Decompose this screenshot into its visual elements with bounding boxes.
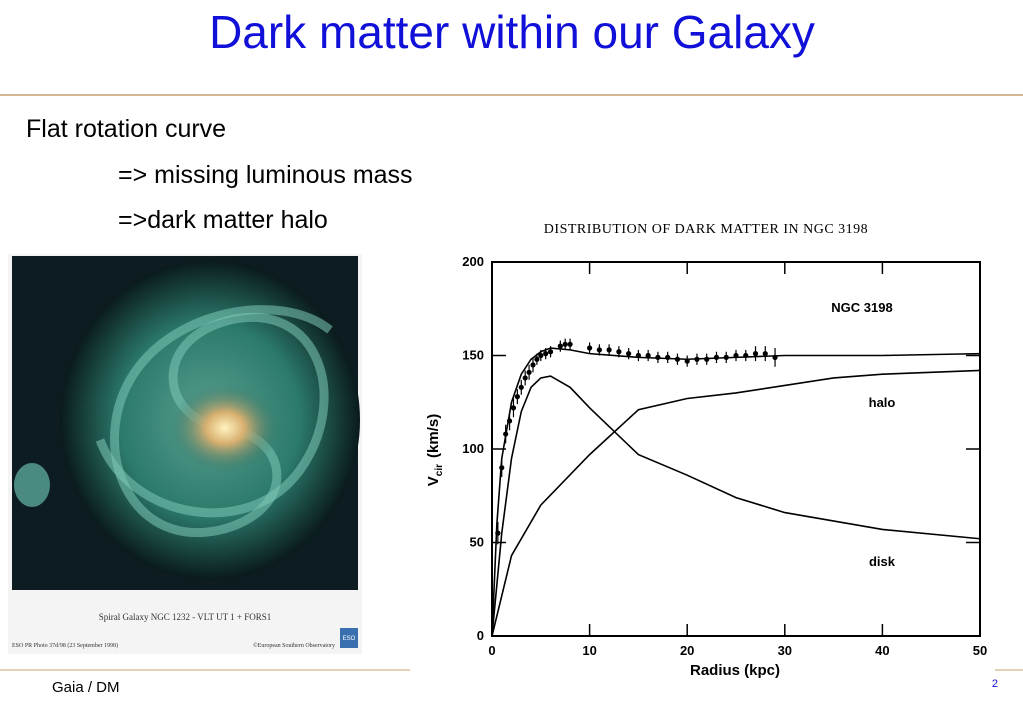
spiral-arms <box>95 305 333 537</box>
y-axis-label: Vcir (km/s) <box>425 414 445 486</box>
plot-frame <box>491 261 981 637</box>
page-number: 2 <box>992 678 998 690</box>
footer-text: Gaia / DM <box>52 679 120 696</box>
data-point <box>543 351 549 357</box>
data-point <box>495 530 501 536</box>
data-point <box>547 349 554 355</box>
y-label-group: Vcir (km/s) <box>425 414 445 486</box>
data-point <box>674 356 681 362</box>
data-point <box>518 384 524 390</box>
data-point <box>616 349 622 355</box>
data-point <box>752 351 759 357</box>
bullet: => missing luminous mass <box>118 161 413 189</box>
annotation: NGC 3198 <box>831 300 892 315</box>
data-point <box>723 354 729 360</box>
y-tick-label: 0 <box>477 628 484 643</box>
rotation-chart: DISTRIBUTION OF DARK MATTER IN NGC 3198 … <box>425 222 987 679</box>
eso-logo <box>340 628 358 648</box>
data-point <box>772 354 778 360</box>
data-point <box>635 352 642 359</box>
data-point <box>587 345 593 351</box>
data-point <box>665 354 671 360</box>
data-point <box>510 405 517 411</box>
annotation: halo <box>869 395 896 410</box>
galaxy-image: Spiral Galaxy NGC 1232 - VLT UT 1 + FORS… <box>8 254 362 654</box>
data-point <box>684 358 690 364</box>
x-axis-label: Radius (kpc) <box>690 662 780 679</box>
eso-logo-text: ESO <box>343 636 356 642</box>
data-point <box>762 351 768 357</box>
data-point <box>506 418 513 424</box>
data-point <box>526 369 532 375</box>
data-point <box>538 352 544 359</box>
y-tick-label: 100 <box>462 441 484 456</box>
data-point <box>694 356 700 362</box>
data-point <box>606 347 612 353</box>
curve <box>491 347 981 637</box>
bullet: =>dark matter halo <box>118 206 328 234</box>
data-point <box>562 341 568 347</box>
data-point <box>704 356 710 362</box>
annotation: disk <box>869 554 896 569</box>
data-point <box>567 341 573 347</box>
data-point <box>557 343 563 349</box>
x-tick-label: 50 <box>973 643 987 658</box>
curve <box>491 375 981 637</box>
y-tick-label: 150 <box>462 348 484 363</box>
chart-title: DISTRIBUTION OF DARK MATTER IN NGC 3198 <box>544 222 868 237</box>
data-point <box>530 362 536 368</box>
data-point <box>514 394 520 400</box>
image-credit: ESO PR Photo 37d/98 (23 September 1998) <box>12 642 118 649</box>
data-point <box>503 431 509 437</box>
data-point <box>522 375 528 381</box>
data-point <box>596 347 602 353</box>
x-tick-label: 30 <box>778 643 792 658</box>
data-point <box>743 352 749 359</box>
y-label-sub: cir <box>434 464 445 476</box>
image-credit: ©European Southern Observatory <box>253 642 335 649</box>
y-tick-label: 50 <box>470 535 484 550</box>
galaxy-core <box>170 383 280 473</box>
y-label-unit: (km/s) <box>425 414 442 458</box>
y-tick-label: 200 <box>462 254 484 269</box>
x-tick-label: 40 <box>875 643 889 658</box>
data-point <box>733 352 739 359</box>
data-point <box>499 465 505 471</box>
slide-title: Dark matter within our Galaxy <box>209 6 815 58</box>
image-caption: Spiral Galaxy NGC 1232 - VLT UT 1 + FORS… <box>99 612 272 622</box>
companion <box>14 463 50 507</box>
curve <box>491 369 981 637</box>
data-point <box>534 356 540 362</box>
data-point <box>713 354 720 360</box>
x-tick-label: 0 <box>488 643 495 658</box>
x-tick-label: 20 <box>680 643 694 658</box>
y-label: V <box>425 476 442 486</box>
bullet: Flat rotation curve <box>26 115 226 143</box>
x-tick-label: 10 <box>582 643 596 658</box>
data-point <box>645 352 651 359</box>
data-point <box>655 354 661 360</box>
data-point <box>626 351 632 357</box>
